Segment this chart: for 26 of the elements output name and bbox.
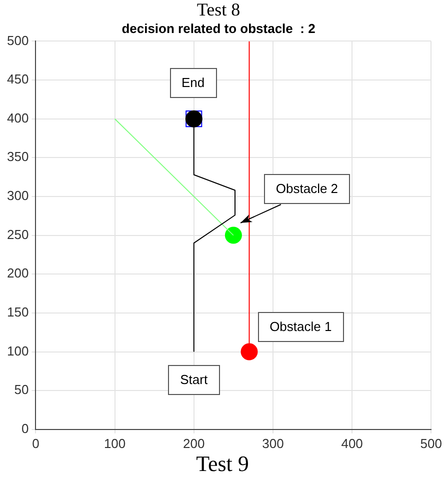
text: Test 9 — [195, 451, 250, 477]
y-tick-label: 250 — [6, 226, 29, 242]
annotation: Obstacle 2 — [264, 174, 350, 204]
y-tick-label: 350 — [6, 149, 29, 164]
annotation: Start — [168, 364, 220, 395]
x-tick-label: 200 — [183, 436, 205, 451]
y-tick-label: 150 — [6, 304, 29, 320]
y-tick-label: 400 — [6, 110, 29, 126]
chart-title: Test 8 — [196, 0, 240, 20]
y-tick-label: 300 — [6, 188, 29, 204]
y-tick-label: 100 — [6, 343, 29, 358]
point — [240, 343, 258, 360]
annotation: Obstacle 1 — [258, 312, 344, 342]
point — [224, 226, 242, 244]
y-tick-label: 500 — [6, 32, 29, 48]
annotation: End — [170, 68, 217, 98]
y-tick-label: 200 — [6, 266, 29, 281]
x-tick-label: 0 — [32, 436, 40, 451]
x-tick-label: 400 — [341, 436, 363, 451]
x-tick-label: 500 — [420, 436, 442, 451]
y-tick-label: 50 — [14, 382, 29, 398]
chart-subtitle: decision related to obstacle : 2 — [122, 20, 316, 36]
y-tick-label: 0 — [21, 420, 29, 436]
y-tick-label: 450 — [6, 72, 29, 87]
x-tick-label: 300 — [262, 436, 284, 451]
x-tick-label: 100 — [104, 436, 126, 451]
